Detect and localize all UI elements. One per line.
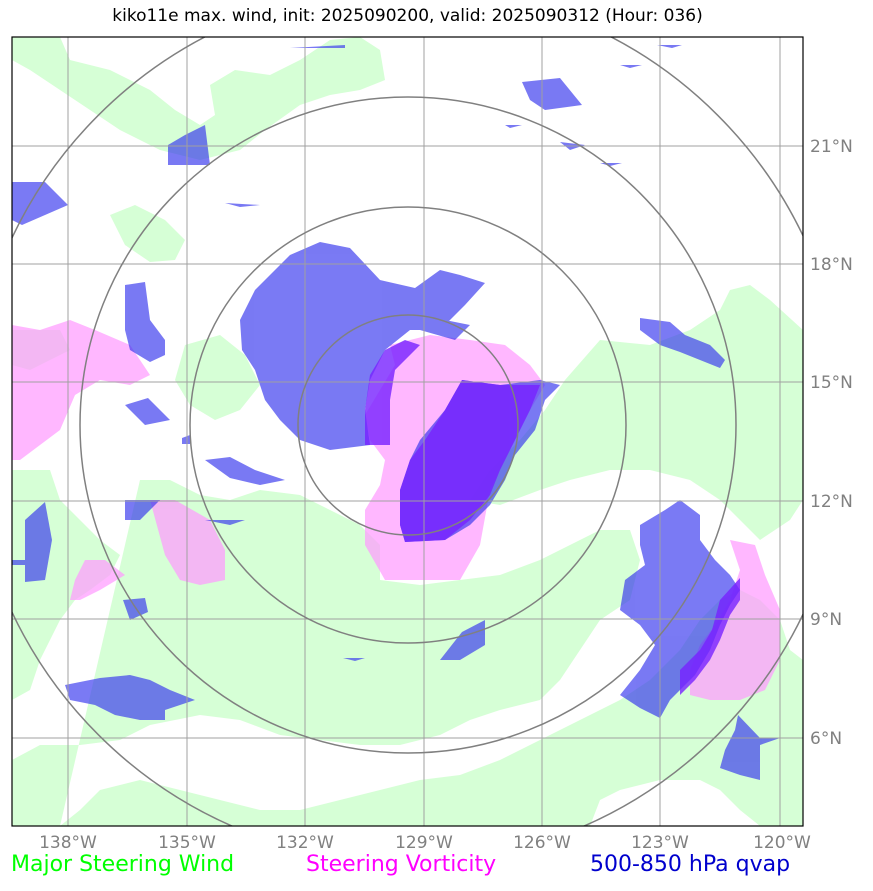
lat-label: 21°N	[810, 137, 853, 157]
latitude-labels: 21°N 18°N 15°N 12°N 9°N 6°N	[810, 137, 853, 749]
legend-steering-wind: Major Steering Wind	[11, 852, 235, 877]
map-plot-area	[12, 37, 803, 826]
legend-qvap: 500-850 hPa qvap	[590, 852, 791, 877]
lat-label: 6°N	[810, 729, 842, 749]
lat-label: 9°N	[810, 610, 842, 630]
map-frame	[11, 36, 804, 827]
lon-label: 120°W	[753, 833, 811, 853]
lon-label: 126°W	[513, 833, 571, 853]
range-ring-2	[189, 206, 627, 644]
lat-label: 18°N	[810, 255, 853, 275]
longitude-labels: 138°W 135°W 132°W 129°W 126°W 123°W 120°…	[39, 833, 811, 853]
legend-steering-vorticity: Steering Vorticity	[306, 852, 497, 877]
lon-label: 135°W	[158, 833, 216, 853]
lat-label: 12°N	[810, 492, 853, 512]
graticule	[12, 37, 803, 826]
map-title: kiko11e max. wind, init: 2025090200, val…	[112, 6, 703, 26]
range-rings	[12, 37, 803, 826]
lon-label: 123°W	[631, 833, 689, 853]
range-ring-1	[297, 314, 519, 536]
lon-label: 138°W	[39, 833, 97, 853]
lon-label: 129°W	[395, 833, 453, 853]
lon-label: 132°W	[276, 833, 334, 853]
lat-label: 15°N	[810, 373, 853, 393]
range-ring-3	[79, 96, 737, 754]
